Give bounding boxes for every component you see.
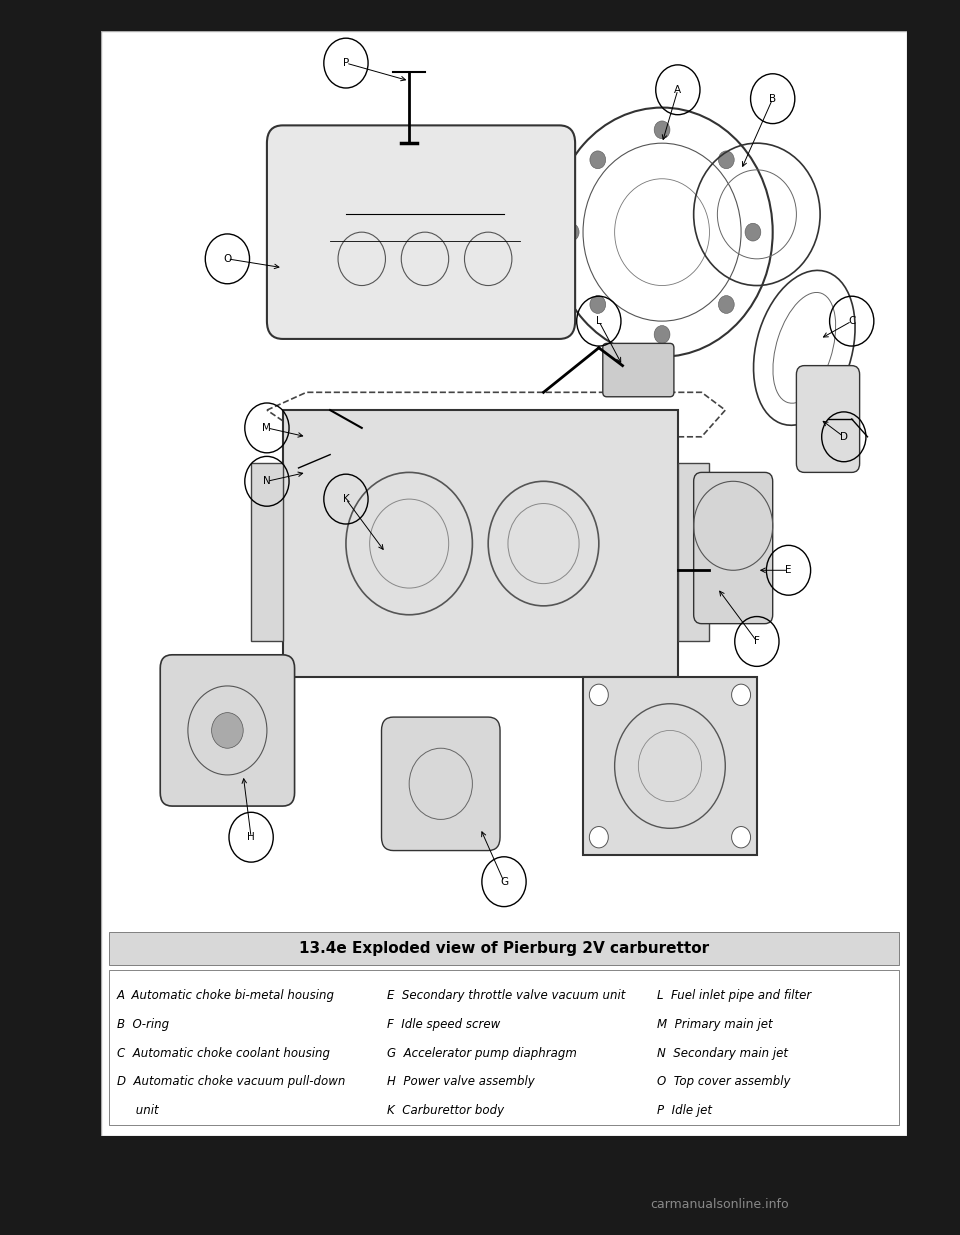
Circle shape (654, 326, 670, 343)
Text: M  Primary main jet: M Primary main jet (658, 1018, 773, 1031)
Circle shape (732, 826, 751, 848)
Text: carmanualsonline.info: carmanualsonline.info (651, 1198, 789, 1210)
Circle shape (745, 224, 761, 241)
Bar (583, 677, 756, 855)
FancyBboxPatch shape (797, 366, 859, 473)
Text: A: A (674, 85, 682, 95)
Text: F  Idle speed screw: F Idle speed screw (387, 1018, 500, 1031)
Bar (252, 463, 283, 641)
Circle shape (589, 151, 606, 169)
Text: D  Automatic choke vacuum pull-down: D Automatic choke vacuum pull-down (117, 1076, 346, 1088)
Bar (678, 463, 709, 641)
Text: M: M (262, 422, 272, 433)
Circle shape (589, 684, 609, 705)
Text: B  O-ring: B O-ring (117, 1018, 169, 1031)
Text: O: O (224, 254, 231, 264)
Text: P  Idle jet: P Idle jet (658, 1104, 712, 1118)
Text: C: C (848, 316, 855, 326)
FancyBboxPatch shape (381, 718, 500, 851)
Text: E  Secondary throttle valve vacuum unit: E Secondary throttle valve vacuum unit (387, 989, 626, 1002)
FancyBboxPatch shape (603, 343, 674, 396)
Text: A  Automatic choke bi-metal housing: A Automatic choke bi-metal housing (117, 989, 335, 1002)
Text: C  Automatic choke coolant housing: C Automatic choke coolant housing (117, 1047, 330, 1060)
Circle shape (718, 151, 734, 169)
Text: B: B (769, 94, 777, 104)
Text: O  Top cover assembly: O Top cover assembly (658, 1076, 791, 1088)
FancyBboxPatch shape (160, 655, 295, 806)
Bar (108, 931, 900, 965)
Circle shape (589, 295, 606, 314)
Text: N  Secondary main jet: N Secondary main jet (658, 1047, 788, 1060)
Text: unit: unit (117, 1104, 158, 1118)
Text: 13.4e Exploded view of Pierburg 2V carburettor: 13.4e Exploded view of Pierburg 2V carbu… (299, 941, 709, 956)
Circle shape (718, 295, 734, 314)
Text: G  Accelerator pump diaphragm: G Accelerator pump diaphragm (387, 1047, 577, 1060)
Circle shape (732, 684, 751, 705)
Text: L: L (596, 316, 602, 326)
FancyBboxPatch shape (296, 416, 341, 448)
Text: N: N (263, 477, 271, 487)
Text: G: G (500, 877, 508, 887)
Text: H: H (248, 832, 255, 842)
FancyBboxPatch shape (267, 126, 575, 338)
Bar (283, 410, 678, 677)
Text: P: P (343, 58, 349, 68)
Text: F: F (754, 636, 759, 646)
Bar (108, 971, 900, 1125)
Text: L  Fuel inlet pipe and filter: L Fuel inlet pipe and filter (658, 989, 811, 1002)
Text: K  Carburettor body: K Carburettor body (387, 1104, 504, 1118)
Circle shape (211, 713, 243, 748)
FancyBboxPatch shape (296, 452, 341, 484)
Circle shape (654, 121, 670, 138)
Text: E: E (785, 566, 792, 576)
Text: D: D (840, 432, 848, 442)
FancyBboxPatch shape (694, 473, 773, 624)
Text: H  Power valve assembly: H Power valve assembly (387, 1076, 535, 1088)
Circle shape (564, 224, 579, 241)
Text: K: K (343, 494, 349, 504)
Circle shape (589, 826, 609, 848)
